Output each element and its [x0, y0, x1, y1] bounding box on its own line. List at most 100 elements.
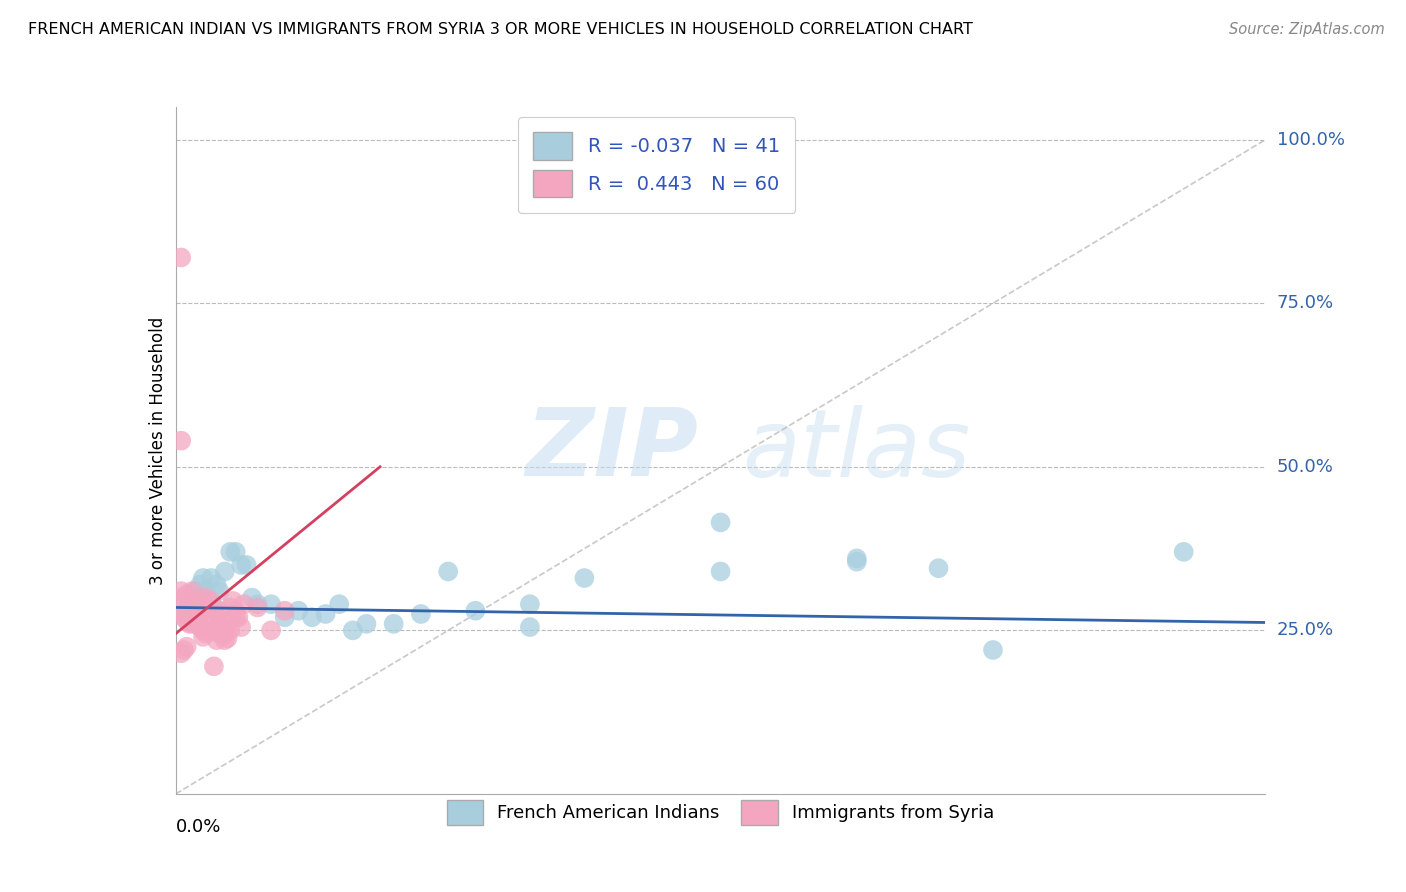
Text: ZIP: ZIP — [526, 404, 699, 497]
Text: 0.0%: 0.0% — [176, 818, 221, 836]
Legend: French American Indians, Immigrants from Syria: French American Indians, Immigrants from… — [437, 790, 1004, 834]
Point — [214, 565, 236, 579]
Point — [200, 594, 222, 608]
Point — [200, 571, 222, 585]
Point — [519, 620, 541, 634]
Point — [194, 591, 217, 605]
Text: Source: ZipAtlas.com: Source: ZipAtlas.com — [1229, 22, 1385, 37]
Point — [328, 597, 350, 611]
Point — [219, 624, 242, 638]
Text: FRENCH AMERICAN INDIAN VS IMMIGRANTS FROM SYRIA 3 OR MORE VEHICLES IN HOUSEHOLD : FRENCH AMERICAN INDIAN VS IMMIGRANTS FRO… — [28, 22, 973, 37]
Point — [186, 594, 209, 608]
Point — [211, 620, 233, 634]
Point — [170, 591, 193, 605]
Point — [228, 610, 250, 624]
Point — [170, 434, 193, 448]
Point — [176, 607, 198, 621]
Point — [205, 610, 228, 624]
Point — [173, 600, 195, 615]
Point — [981, 643, 1004, 657]
Point — [231, 620, 253, 634]
Point — [176, 604, 198, 618]
Text: 25.0%: 25.0% — [1277, 622, 1334, 640]
Text: 100.0%: 100.0% — [1277, 131, 1344, 149]
Point — [222, 594, 245, 608]
Point — [231, 558, 253, 572]
Point — [181, 591, 204, 605]
Point — [205, 577, 228, 591]
Point — [197, 594, 219, 608]
Point — [176, 614, 198, 628]
Point — [232, 597, 254, 611]
Point — [274, 604, 297, 618]
Point — [519, 597, 541, 611]
Point — [191, 571, 214, 585]
Point — [409, 607, 432, 621]
Point — [208, 584, 231, 599]
Point — [246, 600, 269, 615]
Point — [173, 607, 195, 621]
Point — [214, 626, 236, 640]
Point — [214, 633, 236, 648]
Point — [179, 616, 201, 631]
Point — [217, 631, 239, 645]
Point — [202, 659, 225, 673]
Point — [173, 610, 195, 624]
Point — [219, 614, 242, 628]
Point — [260, 624, 283, 638]
Point — [437, 565, 460, 579]
Point — [194, 626, 217, 640]
Point — [225, 604, 247, 618]
Point — [382, 616, 405, 631]
Point — [202, 624, 225, 638]
Point — [464, 604, 486, 618]
Point — [202, 600, 225, 615]
Point — [225, 545, 247, 559]
Point — [188, 620, 211, 634]
Point — [181, 616, 204, 631]
Point — [710, 565, 733, 579]
Point — [845, 551, 868, 566]
Point — [574, 571, 596, 585]
Text: 75.0%: 75.0% — [1277, 294, 1334, 312]
Point — [301, 610, 323, 624]
Point — [315, 607, 337, 621]
Point — [197, 600, 219, 615]
Point — [197, 620, 219, 634]
Point — [246, 597, 269, 611]
Point — [356, 616, 378, 631]
Point — [186, 614, 209, 628]
Point — [208, 616, 231, 631]
Point — [191, 630, 214, 644]
Point — [181, 584, 204, 599]
Point — [845, 555, 868, 569]
Point — [170, 584, 193, 599]
Point — [188, 577, 211, 591]
Point — [202, 604, 225, 618]
Point — [176, 587, 198, 601]
Point — [191, 597, 214, 611]
Point — [194, 584, 217, 599]
Point — [240, 591, 263, 605]
Point — [1173, 545, 1195, 559]
Point — [208, 604, 231, 618]
Point — [219, 600, 242, 615]
Point — [928, 561, 950, 575]
Point — [260, 597, 283, 611]
Text: 50.0%: 50.0% — [1277, 458, 1333, 475]
Point — [274, 610, 297, 624]
Point — [287, 604, 309, 618]
Point — [188, 604, 211, 618]
Point — [214, 624, 236, 638]
Point — [184, 584, 207, 599]
Point — [170, 251, 193, 265]
Point — [184, 607, 207, 621]
Point — [208, 626, 231, 640]
Point — [200, 624, 222, 638]
Point — [186, 594, 209, 608]
Text: atlas: atlas — [742, 405, 970, 496]
Point — [184, 600, 207, 615]
Point — [710, 516, 733, 530]
Point — [205, 633, 228, 648]
Y-axis label: 3 or more Vehicles in Household: 3 or more Vehicles in Household — [149, 317, 167, 584]
